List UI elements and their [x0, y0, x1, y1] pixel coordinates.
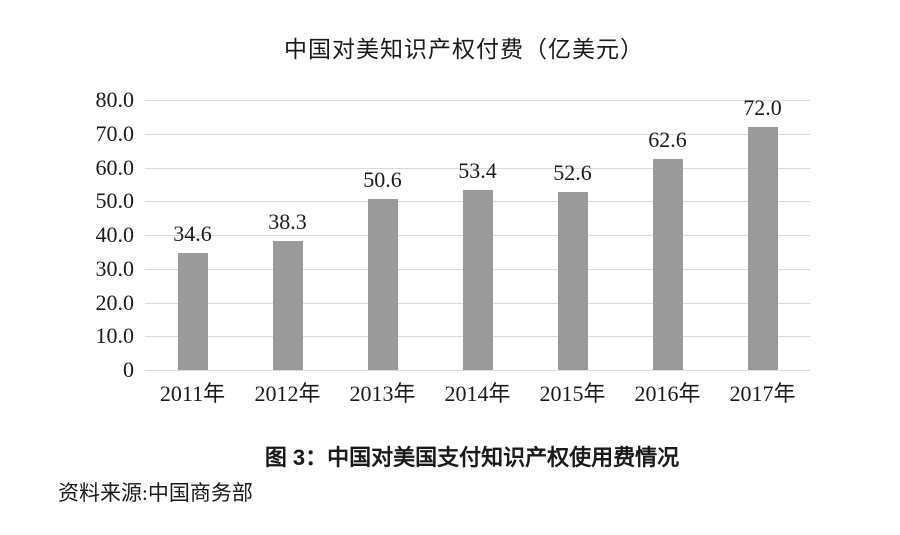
bar-value-label: 38.3	[268, 208, 307, 234]
x-tick-label: 2011年	[159, 381, 226, 406]
bar	[367, 199, 398, 370]
bar-value-label: 52.6	[553, 160, 592, 186]
bar	[557, 192, 588, 370]
y-tick-label: 80.0	[95, 87, 135, 112]
figure-caption: 图 3：中国对美国支付知识产权使用费情况	[264, 445, 680, 470]
x-tick-label: 2013年	[349, 381, 416, 406]
bar-value-label: 50.6	[363, 167, 402, 193]
x-tick-label: 2015年	[539, 381, 606, 406]
bar-value-label: 53.4	[458, 157, 497, 183]
bar	[747, 127, 778, 370]
x-tick-label: 2017年	[729, 381, 796, 406]
y-tick-label: 60.0	[95, 154, 135, 180]
gridline	[145, 370, 810, 371]
chart-title: 中国对美知识产权付费（亿美元）	[284, 37, 644, 62]
x-tick-label: 2016年	[634, 381, 701, 406]
y-tick-label: 20.0	[95, 289, 135, 315]
y-tick-label: 40.0	[95, 222, 135, 247]
y-tick-label: 50.0	[95, 188, 135, 214]
bar-value-label: 72.0	[743, 95, 782, 120]
y-tick-label: 0	[123, 357, 134, 382]
source-note: 资料来源:中国商务部	[58, 481, 253, 505]
bar	[462, 189, 493, 370]
bar	[272, 240, 303, 370]
bar	[177, 253, 208, 370]
y-tick-label: 10.0	[95, 323, 135, 349]
y-tick-label: 30.0	[95, 255, 135, 281]
x-tick-label: 2012年	[254, 381, 321, 406]
bar-value-label: 34.6	[173, 221, 212, 247]
gridline	[145, 167, 810, 169]
y-tick-label: 70.0	[95, 120, 135, 146]
gridline	[145, 133, 810, 135]
bar-value-label: 62.6	[648, 126, 687, 152]
x-tick-label: 2014年	[444, 381, 511, 406]
bar	[652, 158, 683, 370]
gridline	[145, 100, 810, 101]
